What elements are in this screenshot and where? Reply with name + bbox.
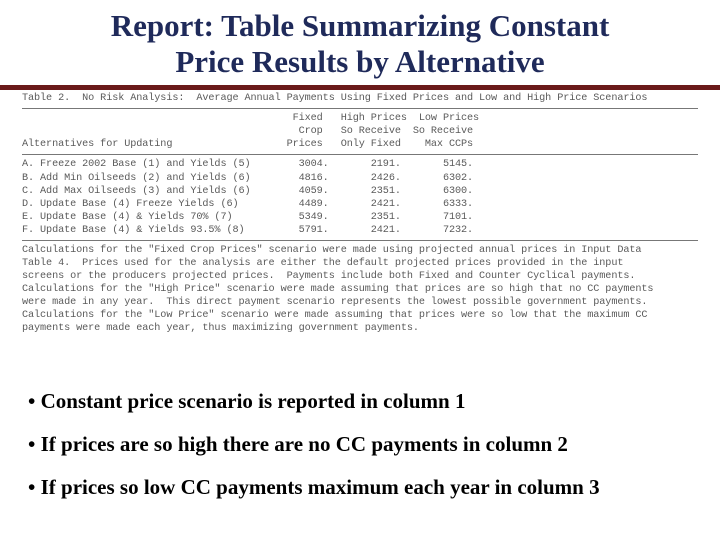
header-l2: Crop So Receive So Receive: [22, 126, 473, 137]
table-body: A. Freeze 2002 Base (1) and Yields (5) 3…: [22, 158, 698, 236]
table-caption: Table 2. No Risk Analysis: Average Annua…: [22, 92, 698, 105]
bullet-item: • Constant price scenario is reported in…: [28, 389, 692, 414]
header-l1: Fixed High Prices Low Prices: [22, 113, 479, 124]
footnote-line: were made in any year. This direct payme…: [22, 297, 647, 308]
bullet-list: • Constant price scenario is reported in…: [22, 389, 698, 501]
footnote-line: Calculations for the "Low Price" scenari…: [22, 310, 647, 321]
table-row: B. Add Min Oilseeds (2) and Yields (6) 4…: [22, 173, 473, 184]
table-row: F. Update Base (4) & Yields 93.5% (8) 57…: [22, 225, 473, 236]
bullet-item: • If prices are so high there are no CC …: [28, 432, 692, 457]
footnote-line: Calculations for the "Fixed Crop Prices"…: [22, 245, 641, 256]
footnote-line: screens or the producers projected price…: [22, 271, 635, 282]
title-line-2: Price Results by Alternative: [175, 44, 544, 79]
slide: Report: Table Summarizing Constant Price…: [0, 0, 720, 540]
bullet-item: • If prices so low CC payments maximum e…: [28, 475, 692, 500]
footnote-line: Calculations for the "High Price" scenar…: [22, 284, 653, 295]
footnote-line: Table 4. Prices used for the analysis ar…: [22, 258, 623, 269]
table-header: Fixed High Prices Low Prices Crop So Rec…: [22, 112, 698, 151]
table-rule-top: [22, 108, 698, 109]
header-l3: Alternatives for Updating Prices Only Fi…: [22, 139, 473, 150]
slide-title: Report: Table Summarizing Constant Price…: [22, 8, 698, 79]
footnote-line: payments were made each year, thus maxim…: [22, 323, 419, 334]
table-row: D. Update Base (4) Freeze Yields (6) 448…: [22, 199, 473, 210]
table-row: A. Freeze 2002 Base (1) and Yields (5) 3…: [22, 159, 473, 170]
table-rule-mid: [22, 154, 698, 155]
table-row: C. Add Max Oilseeds (3) and Yields (6) 4…: [22, 186, 473, 197]
table-row: E. Update Base (4) & Yields 70% (7) 5349…: [22, 212, 473, 223]
title-underline: [0, 85, 720, 90]
table-rule-bottom: [22, 240, 698, 241]
title-line-1: Report: Table Summarizing Constant: [111, 8, 610, 43]
table-footnote: Calculations for the "Fixed Crop Prices"…: [22, 244, 698, 335]
